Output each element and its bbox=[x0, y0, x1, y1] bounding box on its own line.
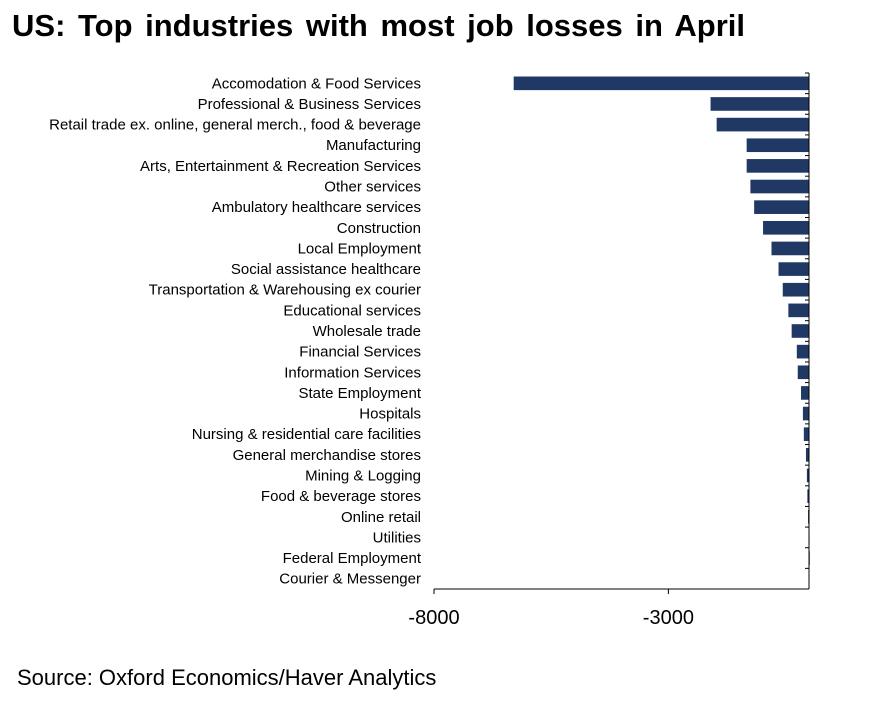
bar-12 bbox=[791, 324, 809, 338]
bar-13 bbox=[796, 344, 809, 359]
category-labels: Accomodation & Food Services Professional… bbox=[49, 75, 422, 587]
bar-5 bbox=[750, 179, 809, 194]
x-tick-label-1: -3000 bbox=[643, 607, 694, 629]
category-label-19: Mining & Logging bbox=[305, 467, 421, 484]
category-label-14: Information Services bbox=[284, 364, 421, 381]
category-label-2: Retail trade ex. online, general merch.,… bbox=[49, 117, 421, 134]
category-label-3: Manufacturing bbox=[326, 137, 421, 154]
category-label-20: Food & beverage stores bbox=[261, 488, 421, 505]
bar-2 bbox=[716, 117, 809, 132]
bar-1 bbox=[710, 97, 809, 111]
chart-title: US: Top industries with most job losses … bbox=[12, 8, 745, 43]
bar-11 bbox=[788, 303, 809, 318]
bar-8 bbox=[771, 241, 809, 256]
category-label-13: Financial Services bbox=[299, 344, 421, 361]
bar-15 bbox=[801, 386, 809, 400]
category-label-11: Educational services bbox=[283, 302, 421, 319]
category-label-16: Hospitals bbox=[359, 406, 421, 423]
category-label-4: Arts, Entertainment & Recreation Service… bbox=[140, 158, 421, 175]
bar-16 bbox=[802, 406, 809, 421]
bar-19 bbox=[806, 468, 809, 483]
source-note: Source: Oxford Economics/Haver Analytics bbox=[17, 665, 437, 690]
category-label-18: General merchandise stores bbox=[233, 447, 421, 464]
bar-0 bbox=[513, 76, 809, 91]
category-label-17: Nursing & residential care facilities bbox=[192, 426, 421, 443]
bar-10 bbox=[782, 282, 809, 297]
bar-6 bbox=[754, 200, 809, 214]
bar-14 bbox=[797, 365, 809, 380]
category-label-15: State Employment bbox=[298, 385, 421, 402]
category-label-1: Professional & Business Services bbox=[198, 96, 421, 113]
category-label-23: Federal Employment bbox=[283, 550, 422, 567]
category-label-21: Online retail bbox=[341, 509, 421, 526]
category-label-9: Social assistance healthcare bbox=[231, 261, 421, 278]
bar-20 bbox=[807, 489, 809, 503]
category-label-5: Other services bbox=[324, 179, 421, 196]
category-label-6: Ambulatory healthcare services bbox=[212, 199, 421, 216]
bar-7 bbox=[763, 220, 809, 235]
category-label-12: Wholesale trade bbox=[313, 323, 421, 340]
bar-18 bbox=[805, 448, 809, 462]
bar-4 bbox=[746, 159, 809, 173]
category-label-8: Local Employment bbox=[298, 240, 422, 257]
x-tick-label-0: -8000 bbox=[408, 607, 459, 629]
category-label-10: Transportation & Warehousing ex courier bbox=[149, 282, 421, 299]
bar-3 bbox=[746, 138, 809, 153]
category-label-7: Construction bbox=[337, 220, 421, 237]
axis-group: -8000 -3000 bbox=[408, 72, 810, 629]
category-label-24: Courier & Messenger bbox=[279, 571, 421, 588]
bar-17 bbox=[803, 427, 809, 442]
category-label-0: Accomodation & Food Services bbox=[212, 75, 421, 92]
bar-9 bbox=[778, 262, 809, 276]
category-label-22: Utilities bbox=[373, 529, 421, 546]
bars-group bbox=[513, 76, 810, 565]
